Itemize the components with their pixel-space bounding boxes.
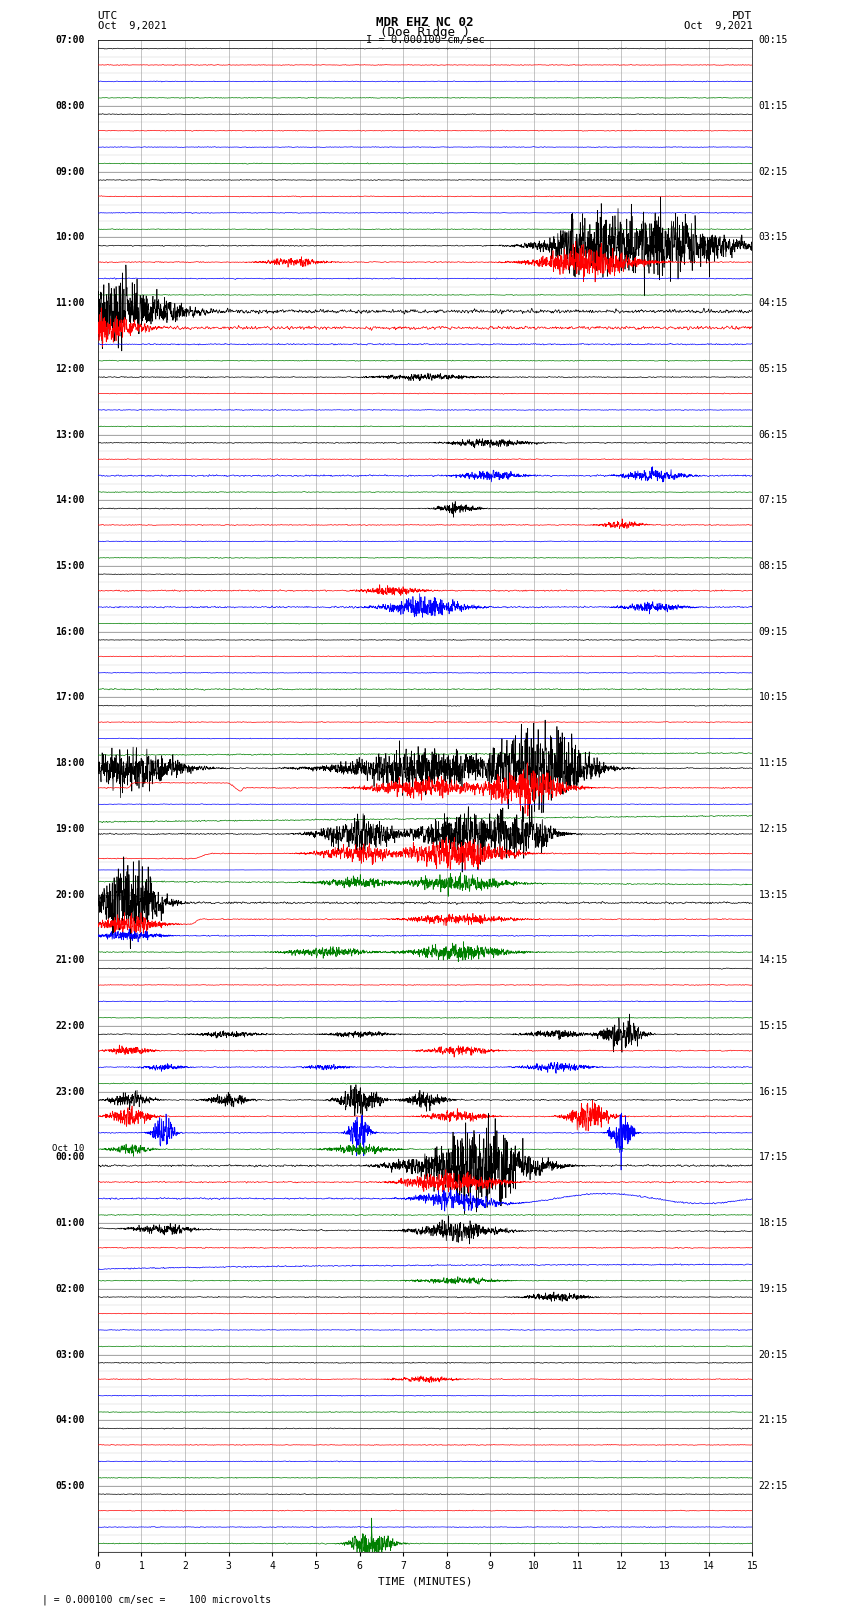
Text: 10:15: 10:15 <box>759 692 788 702</box>
Text: 02:15: 02:15 <box>759 166 788 177</box>
Text: 20:00: 20:00 <box>55 890 85 900</box>
Text: UTC: UTC <box>98 11 118 21</box>
Text: 00:15: 00:15 <box>759 35 788 45</box>
Text: 14:15: 14:15 <box>759 955 788 965</box>
Text: 03:15: 03:15 <box>759 232 788 242</box>
Text: 05:00: 05:00 <box>55 1481 85 1490</box>
Text: 01:00: 01:00 <box>55 1218 85 1227</box>
Text: 10:00: 10:00 <box>55 232 85 242</box>
Text: 02:00: 02:00 <box>55 1284 85 1294</box>
Text: 18:00: 18:00 <box>55 758 85 768</box>
Text: 01:15: 01:15 <box>759 102 788 111</box>
X-axis label: TIME (MINUTES): TIME (MINUTES) <box>377 1576 473 1586</box>
Text: 13:00: 13:00 <box>55 429 85 440</box>
Text: 21:00: 21:00 <box>55 955 85 965</box>
Text: 04:00: 04:00 <box>55 1415 85 1426</box>
Text: 08:15: 08:15 <box>759 561 788 571</box>
Text: 12:15: 12:15 <box>759 824 788 834</box>
Text: Oct  9,2021: Oct 9,2021 <box>98 21 167 31</box>
Text: 03:00: 03:00 <box>55 1350 85 1360</box>
Text: 15:00: 15:00 <box>55 561 85 571</box>
Text: 16:00: 16:00 <box>55 627 85 637</box>
Text: MDR EHZ NC 02: MDR EHZ NC 02 <box>377 16 473 29</box>
Text: Oct  9,2021: Oct 9,2021 <box>683 21 752 31</box>
Text: 17:15: 17:15 <box>759 1152 788 1163</box>
Text: 08:00: 08:00 <box>55 102 85 111</box>
Text: 13:15: 13:15 <box>759 890 788 900</box>
Text: 06:15: 06:15 <box>759 429 788 440</box>
Text: 11:00: 11:00 <box>55 298 85 308</box>
Text: 00:00: 00:00 <box>55 1152 85 1163</box>
Text: 07:00: 07:00 <box>55 35 85 45</box>
Text: 11:15: 11:15 <box>759 758 788 768</box>
Text: PDT: PDT <box>732 11 752 21</box>
Text: (Doe Ridge ): (Doe Ridge ) <box>380 26 470 39</box>
Text: 17:00: 17:00 <box>55 692 85 702</box>
Text: 14:00: 14:00 <box>55 495 85 505</box>
Text: 09:15: 09:15 <box>759 627 788 637</box>
Text: 22:15: 22:15 <box>759 1481 788 1490</box>
Text: 23:00: 23:00 <box>55 1087 85 1097</box>
Text: 20:15: 20:15 <box>759 1350 788 1360</box>
Text: 09:00: 09:00 <box>55 166 85 177</box>
Text: 21:15: 21:15 <box>759 1415 788 1426</box>
Text: 16:15: 16:15 <box>759 1087 788 1097</box>
Text: 19:00: 19:00 <box>55 824 85 834</box>
Text: Oct 10: Oct 10 <box>53 1144 85 1153</box>
Text: I = 0.000100 cm/sec: I = 0.000100 cm/sec <box>366 35 484 45</box>
Text: 05:15: 05:15 <box>759 365 788 374</box>
Text: 15:15: 15:15 <box>759 1021 788 1031</box>
Text: 22:00: 22:00 <box>55 1021 85 1031</box>
Text: 04:15: 04:15 <box>759 298 788 308</box>
Text: 12:00: 12:00 <box>55 365 85 374</box>
Text: 19:15: 19:15 <box>759 1284 788 1294</box>
Text: 18:15: 18:15 <box>759 1218 788 1227</box>
Text: 07:15: 07:15 <box>759 495 788 505</box>
Text: | = 0.000100 cm/sec =    100 microvolts: | = 0.000100 cm/sec = 100 microvolts <box>42 1594 272 1605</box>
